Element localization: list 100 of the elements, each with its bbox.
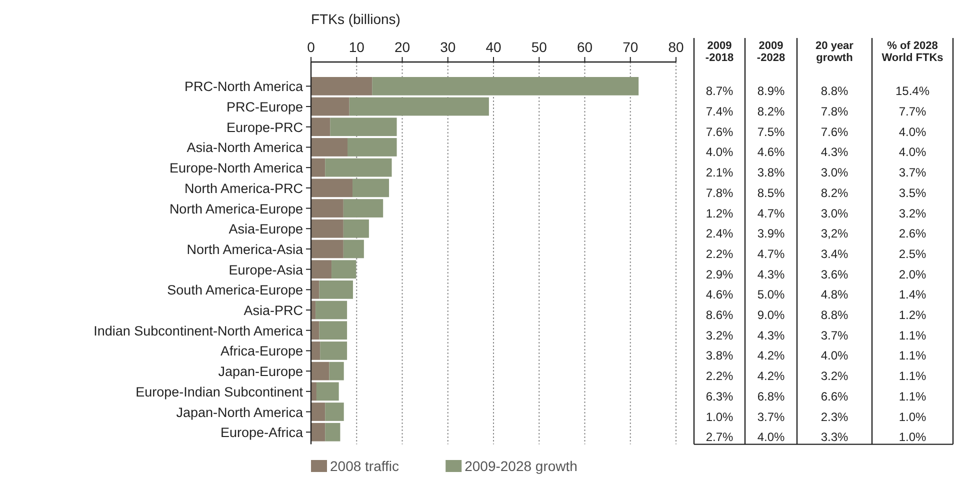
category-label: 2009 -2028 [756, 40, 786, 64]
x-tick-label: 10 [348, 39, 365, 55]
text: 3.8% [757, 166, 785, 180]
y-tick-label: Asia-North America [186, 140, 304, 156]
bar [311, 118, 330, 136]
text: 8.2% [757, 104, 785, 119]
text: 4.7% [757, 206, 785, 220]
text: 2.9% [706, 267, 734, 282]
x-tick-label: 70 [622, 39, 638, 55]
text: 1.1% [898, 348, 926, 363]
text: 1.0% [898, 430, 926, 444]
text: 4.3% [820, 145, 848, 160]
y-tick-label: Europe-Africa [220, 425, 304, 440]
text: 3,2% [820, 226, 848, 241]
category-label: 20 year growth [816, 40, 854, 64]
bar [311, 342, 320, 360]
bar [311, 138, 348, 156]
bar [349, 97, 489, 116]
text: 7.6% [820, 124, 848, 139]
text: 1.0% [706, 410, 734, 424]
y-tick-label: Africa-Europe [220, 344, 303, 359]
text: 6.8% [757, 389, 785, 404]
y-tick-label: South America-Europe [167, 282, 303, 298]
text: 3.5% [898, 186, 926, 200]
bar [311, 422, 326, 442]
text: 8.7% [706, 84, 734, 98]
y-tick-label: Asia-PRC [244, 303, 304, 318]
y-tick-label: Europe-Asia [228, 262, 304, 278]
x-axis-title: FTKs (billions) [311, 11, 400, 27]
text: 6.6% [820, 389, 848, 404]
text: 1.2% [706, 206, 734, 220]
text: 8.9% [757, 84, 785, 98]
text: 8.2% [820, 186, 848, 200]
text: 3.6% [820, 267, 848, 282]
bar [311, 362, 330, 380]
x-tick-label: 60 [576, 39, 593, 55]
legend-label: 2008 traffic [330, 458, 400, 474]
text: 3.7% [757, 410, 785, 424]
text: 3.4% [820, 246, 848, 261]
bar [330, 118, 397, 136]
text: 4.0% [757, 430, 785, 444]
text: 1.2% [898, 308, 926, 322]
y-tick-label: North America-PRC [184, 180, 304, 196]
bar [348, 138, 397, 156]
legend-label: 2009-2028 growth [464, 458, 578, 474]
y-tick-label: North America-Asia [186, 242, 304, 257]
bar [320, 342, 348, 360]
text: 8.6% [706, 308, 734, 322]
bar [319, 321, 348, 340]
bar [352, 178, 390, 198]
bar [316, 382, 339, 401]
text: 1.1% [898, 389, 926, 404]
y-tick-label: Europe-Indian Subcontinent [136, 384, 304, 400]
x-tick-label: 30 [440, 39, 456, 55]
text: 2.4% [706, 226, 734, 241]
y-tick-label: Japan-North America [176, 404, 304, 420]
bar [311, 158, 326, 177]
category-label: 2009 -2018 [705, 40, 734, 64]
text: 2.5% [898, 246, 926, 261]
text: 3.9% [757, 226, 785, 241]
text: 7.6% [706, 124, 734, 139]
text: 9.0% [757, 308, 785, 322]
bar [311, 280, 320, 299]
bar [311, 199, 344, 218]
text: 4.7% [757, 246, 785, 261]
bar [329, 362, 344, 380]
text: 3.3% [820, 430, 848, 444]
text: 4.8% [820, 288, 848, 302]
text: 4.2% [757, 348, 785, 363]
text: 7.8% [820, 104, 848, 119]
text: 2.2% [706, 246, 734, 261]
x-tick-label: 50 [531, 39, 548, 55]
text: 3.7% [898, 166, 926, 180]
text: 1.1% [898, 369, 926, 384]
y-tick-label: PRC-Europe [226, 100, 303, 115]
text: 2.3% [820, 410, 848, 424]
y-tick-label: Asia-Europe [228, 222, 303, 237]
text: 2.6% [898, 226, 926, 241]
x-tick-label: 40 [486, 39, 502, 55]
x-tick-label: 0 [307, 39, 316, 55]
text: 4.3% [757, 267, 785, 282]
bar [311, 321, 320, 340]
text: 3.8% [706, 348, 734, 363]
text: 3.7% [820, 328, 848, 342]
bar [311, 77, 372, 96]
text: 3.2% [820, 369, 848, 384]
text: 4.2% [757, 369, 785, 384]
y-tick-label: Japan-Europe [218, 364, 303, 380]
bar [311, 97, 350, 116]
category-label: % of 2028 World FTKs [882, 40, 944, 64]
bar [319, 280, 353, 299]
bar [311, 382, 316, 401]
text: 5.0% [757, 288, 785, 302]
bar [325, 422, 340, 442]
bar [372, 77, 639, 96]
bar [325, 158, 392, 177]
text: 6.3% [706, 389, 734, 404]
bar [311, 240, 344, 258]
text: 2.1% [706, 166, 734, 180]
bar [332, 260, 356, 278]
